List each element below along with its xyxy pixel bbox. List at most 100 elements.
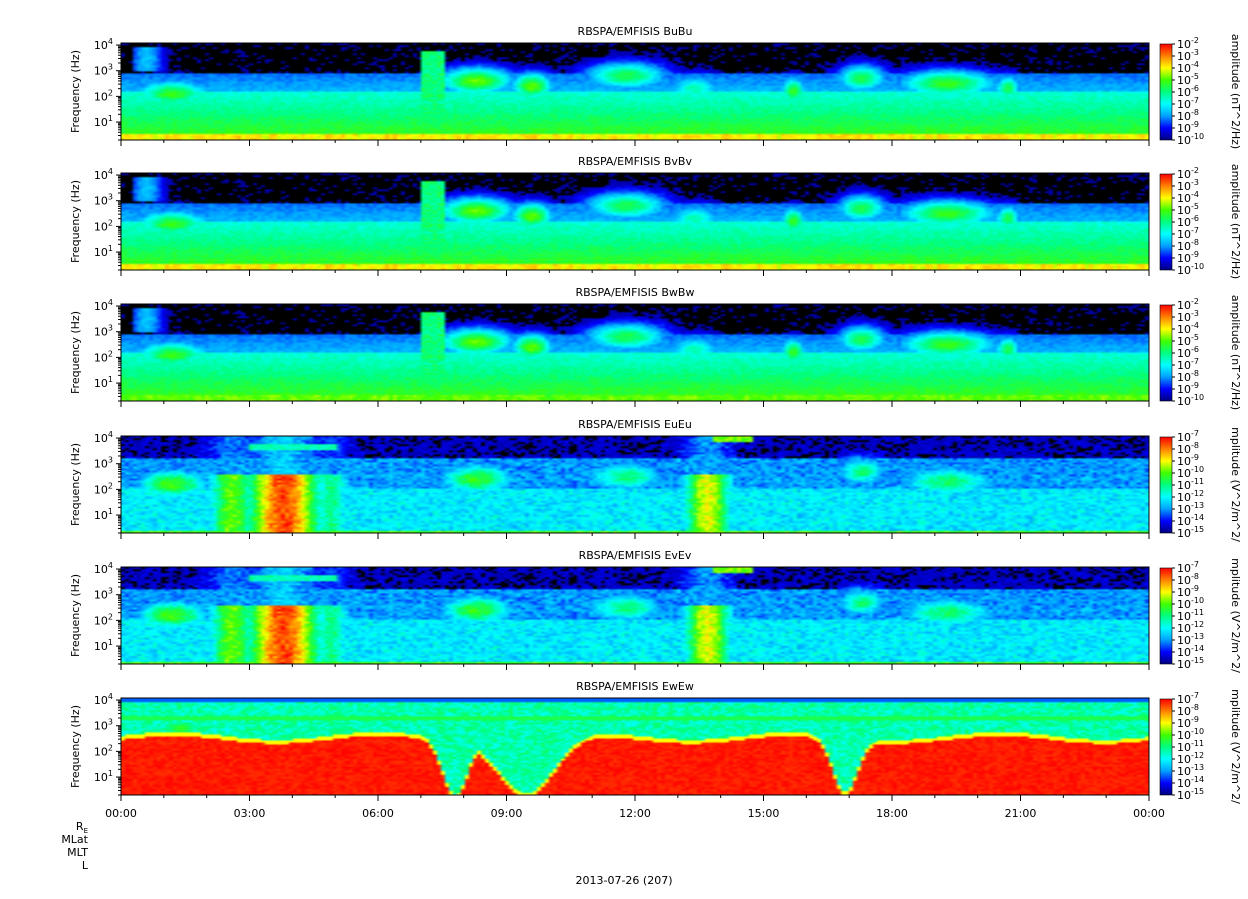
y-tick-label: 104 [94,692,113,707]
colorbar-tick-label: 10-8 [1177,441,1199,456]
y-tick-label: 101 [94,638,113,653]
colorbar [1159,43,1173,141]
colorbar-tick-label: 10-14 [1177,644,1204,659]
colorbar-tick-label: 10-13 [1177,501,1204,516]
colorbar-tick-label: 10-6 [1177,345,1199,360]
spectrogram-image [121,567,1149,664]
y-tick-label: 103 [94,456,113,471]
colorbar-tick-label: 10-10 [1177,393,1204,408]
colorbar [1159,436,1173,534]
colorbar-tick-label: 10-2 [1177,36,1199,51]
colorbar-tick-label: 10-14 [1177,775,1204,790]
panel-title: RBSPA/EMFISIS BvBv [578,155,692,168]
y-tick-label: 104 [94,167,113,182]
panel-2: RBSPA/EMFISIS BvBv 101 102 103 104 Frequency … [69,155,1242,279]
y-tick-label: 102 [94,218,113,233]
colorbar-tick-label: 10-3 [1177,178,1199,193]
y-tick-label: 101 [94,114,113,129]
y-tick-label: 103 [94,718,113,733]
y-tick-label: 104 [94,37,113,52]
colorbar-tick-label: 10-5 [1177,202,1199,217]
colorbar-tick-label: 10-3 [1177,309,1199,324]
spectrogram-image [121,173,1149,270]
y-axis-label: Frequency (Hz) [69,50,82,133]
panel-title: RBSPA/EMFISIS BuBu [578,25,693,38]
colorbar-tick-label: 10-13 [1177,632,1204,647]
colorbar-tick-label: 10-12 [1177,620,1204,635]
colorbar-tick-label: 10-9 [1177,250,1199,265]
colorbar [1159,173,1173,271]
y-tick-label: 103 [94,63,113,78]
colorbar-tick-label: 10-11 [1177,477,1204,492]
colorbar-tick-label: 10-3 [1177,48,1199,63]
y-tick-label: 103 [94,193,113,208]
colorbar-label: amplitude (nT^2/Hz) [1229,34,1242,149]
y-tick-label: 103 [94,587,113,602]
y-tick-label: 101 [94,507,113,522]
colorbar-tick-label: 10-11 [1177,608,1204,623]
spectrogram-image [121,43,1149,140]
y-tick-label: 104 [94,561,113,576]
colorbar-tick-label: 10-10 [1177,132,1204,147]
ephemeris-label-mlat: MLat [61,833,88,846]
colorbar-tick-label: 10-8 [1177,238,1199,253]
colorbar-tick-label: 10-5 [1177,72,1199,87]
colorbar-tick-label: 10-15 [1177,656,1204,671]
y-tick-label: 101 [94,244,113,259]
panel-6: RBSPA/EMFISIS EwEw 101 102 103 104 Frequency … [69,680,1242,820]
colorbar-tick-label: 10-9 [1177,120,1199,135]
colorbar-tick-label: 10-9 [1177,715,1199,730]
y-axis-label: Frequency (Hz) [69,180,82,263]
x-tick-label: 21:00 [1005,807,1037,820]
x-tick-label: 09:00 [491,807,523,820]
colorbar-tick-label: 10-11 [1177,739,1204,754]
y-axis-label: Frequency (Hz) [69,705,82,788]
colorbar-tick-label: 10-13 [1177,763,1204,778]
spectrogram-image [121,436,1149,533]
y-axis-label: Frequency (Hz) [69,574,82,657]
y-axis-label: Frequency (Hz) [69,311,82,394]
colorbar-tick-label: 10-9 [1177,381,1199,396]
ephemeris-label-re: RE [75,820,88,836]
x-tick-label: 15:00 [748,807,780,820]
colorbar-tick-label: 10-12 [1177,489,1204,504]
y-tick-label: 102 [94,481,113,496]
colorbar-tick-label: 10-7 [1177,691,1199,706]
y-tick-label: 104 [94,298,113,313]
colorbar-label: mplitude (V^2/m^2/ [1229,558,1242,673]
y-tick-label: 102 [94,349,113,364]
colorbar-tick-label: 10-12 [1177,751,1204,766]
spectrogram-image [121,698,1149,795]
colorbar-tick-label: 10-7 [1177,226,1199,241]
y-tick-label: 102 [94,743,113,758]
colorbar-tick-label: 10-2 [1177,297,1199,312]
panel-title: RBSPA/EMFISIS EuEu [578,418,692,431]
y-tick-label: 102 [94,88,113,103]
x-tick-label: 12:00 [619,807,651,820]
colorbar-tick-label: 10-7 [1177,560,1199,575]
panel-1: RBSPA/EMFISIS BuBu 101 102 103 104 Frequency … [69,25,1242,149]
colorbar-tick-label: 10-5 [1177,333,1199,348]
colorbar-tick-label: 10-8 [1177,572,1199,587]
panel-title: RBSPA/EMFISIS BwBw [576,286,695,299]
colorbar-tick-label: 10-2 [1177,166,1199,181]
colorbar [1159,567,1173,665]
colorbar-tick-label: 10-8 [1177,703,1199,718]
y-tick-label: 101 [94,769,113,784]
colorbar-label: mplitude (V^2/m^2/ [1229,427,1242,542]
colorbar-tick-label: 10-6 [1177,214,1199,229]
x-tick-label: 18:00 [876,807,908,820]
colorbar-tick-label: 10-7 [1177,357,1199,372]
colorbar-tick-label: 10-8 [1177,108,1199,123]
date-label: 2013-07-26 (207) [575,874,673,887]
colorbar-tick-label: 10-8 [1177,369,1199,384]
colorbar-tick-label: 10-15 [1177,787,1204,802]
colorbar-tick-label: 10-10 [1177,465,1204,480]
x-tick-label: 00:00 [105,807,137,820]
colorbar-label: amplitude (nT^2/Hz) [1229,295,1242,410]
colorbar-tick-label: 10-4 [1177,60,1199,75]
panel-title: RBSPA/EMFISIS EvEv [579,549,692,562]
y-tick-label: 103 [94,324,113,339]
x-tick-label: 00:00 [1133,807,1165,820]
